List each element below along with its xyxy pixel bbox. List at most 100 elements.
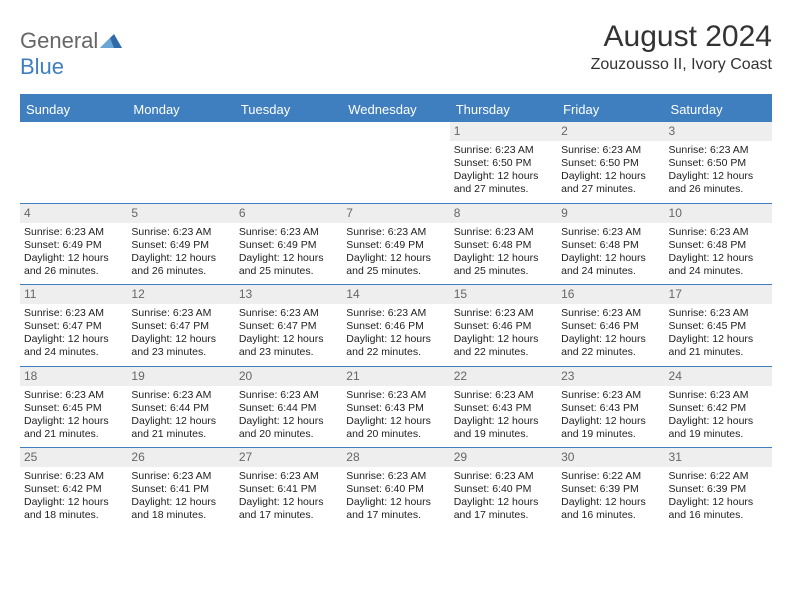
sunrise-text: Sunrise: 6:23 AM — [24, 307, 123, 320]
day-number: 5 — [127, 203, 234, 223]
daylight-text: Daylight: 12 hours and 22 minutes. — [346, 333, 445, 359]
sunset-text: Sunset: 6:42 PM — [24, 483, 123, 496]
day-cell: 4Sunrise: 6:23 AMSunset: 6:49 PMDaylight… — [20, 203, 127, 285]
day-cell — [20, 122, 127, 203]
daylight-text: Daylight: 12 hours and 26 minutes. — [131, 252, 230, 278]
sunrise-text: Sunrise: 6:23 AM — [239, 226, 338, 239]
day-number: 13 — [235, 284, 342, 304]
header: General Blue August 2024 Zouzousso II, I… — [20, 20, 772, 80]
brand-general: General — [20, 28, 98, 53]
sunrise-text: Sunrise: 6:23 AM — [454, 307, 553, 320]
daylight-text: Daylight: 12 hours and 17 minutes. — [239, 496, 338, 522]
day-cell: 3Sunrise: 6:23 AMSunset: 6:50 PMDaylight… — [665, 122, 772, 203]
day-number: 10 — [665, 203, 772, 223]
day-cell: 16Sunrise: 6:23 AMSunset: 6:46 PMDayligh… — [557, 284, 664, 366]
day-number: 23 — [557, 366, 664, 386]
sunset-text: Sunset: 6:48 PM — [454, 239, 553, 252]
daylight-text: Daylight: 12 hours and 19 minutes. — [669, 415, 768, 441]
sunrise-text: Sunrise: 6:23 AM — [454, 144, 553, 157]
day-cell: 20Sunrise: 6:23 AMSunset: 6:44 PMDayligh… — [235, 366, 342, 448]
day-number: 25 — [20, 447, 127, 467]
sunset-text: Sunset: 6:45 PM — [669, 320, 768, 333]
brand-blue: Blue — [20, 54, 64, 79]
day-number: 20 — [235, 366, 342, 386]
daylight-text: Daylight: 12 hours and 23 minutes. — [131, 333, 230, 359]
week-row: 25Sunrise: 6:23 AMSunset: 6:42 PMDayligh… — [20, 447, 772, 529]
day-cell: 26Sunrise: 6:23 AMSunset: 6:41 PMDayligh… — [127, 447, 234, 529]
day-number: 31 — [665, 447, 772, 467]
day-cell: 21Sunrise: 6:23 AMSunset: 6:43 PMDayligh… — [342, 366, 449, 448]
sunset-text: Sunset: 6:44 PM — [131, 402, 230, 415]
daylight-text: Daylight: 12 hours and 22 minutes. — [454, 333, 553, 359]
sunrise-text: Sunrise: 6:23 AM — [131, 389, 230, 402]
day-cell: 5Sunrise: 6:23 AMSunset: 6:49 PMDaylight… — [127, 203, 234, 285]
sunset-text: Sunset: 6:46 PM — [454, 320, 553, 333]
day-number: 4 — [20, 203, 127, 223]
day-number: 30 — [557, 447, 664, 467]
sunset-text: Sunset: 6:43 PM — [454, 402, 553, 415]
sunset-text: Sunset: 6:43 PM — [561, 402, 660, 415]
sunrise-text: Sunrise: 6:23 AM — [24, 389, 123, 402]
sunrise-text: Sunrise: 6:23 AM — [669, 226, 768, 239]
day-cell: 6Sunrise: 6:23 AMSunset: 6:49 PMDaylight… — [235, 203, 342, 285]
day-cell: 2Sunrise: 6:23 AMSunset: 6:50 PMDaylight… — [557, 122, 664, 203]
week-row: 18Sunrise: 6:23 AMSunset: 6:45 PMDayligh… — [20, 366, 772, 448]
sunrise-text: Sunrise: 6:23 AM — [239, 470, 338, 483]
sunrise-text: Sunrise: 6:22 AM — [669, 470, 768, 483]
daylight-text: Daylight: 12 hours and 19 minutes. — [561, 415, 660, 441]
day-cell: 12Sunrise: 6:23 AMSunset: 6:47 PMDayligh… — [127, 284, 234, 366]
sunset-text: Sunset: 6:50 PM — [454, 157, 553, 170]
dow-saturday: Saturday — [665, 97, 772, 122]
dow-friday: Friday — [557, 97, 664, 122]
dow-thursday: Thursday — [450, 97, 557, 122]
sunset-text: Sunset: 6:43 PM — [346, 402, 445, 415]
day-cell: 8Sunrise: 6:23 AMSunset: 6:48 PMDaylight… — [450, 203, 557, 285]
daylight-text: Daylight: 12 hours and 19 minutes. — [454, 415, 553, 441]
dow-row: Sunday Monday Tuesday Wednesday Thursday… — [20, 97, 772, 122]
sunset-text: Sunset: 6:41 PM — [239, 483, 338, 496]
sunset-text: Sunset: 6:40 PM — [454, 483, 553, 496]
day-cell: 30Sunrise: 6:22 AMSunset: 6:39 PMDayligh… — [557, 447, 664, 529]
day-number: 16 — [557, 284, 664, 304]
sunrise-text: Sunrise: 6:23 AM — [561, 307, 660, 320]
sunset-text: Sunset: 6:39 PM — [669, 483, 768, 496]
sunset-text: Sunset: 6:46 PM — [561, 320, 660, 333]
brand-logo: General Blue — [20, 28, 122, 80]
daylight-text: Daylight: 12 hours and 24 minutes. — [669, 252, 768, 278]
sunset-text: Sunset: 6:47 PM — [24, 320, 123, 333]
sunrise-text: Sunrise: 6:23 AM — [131, 470, 230, 483]
daylight-text: Daylight: 12 hours and 24 minutes. — [24, 333, 123, 359]
day-number: 24 — [665, 366, 772, 386]
daylight-text: Daylight: 12 hours and 18 minutes. — [24, 496, 123, 522]
day-number: 28 — [342, 447, 449, 467]
week-row: 11Sunrise: 6:23 AMSunset: 6:47 PMDayligh… — [20, 284, 772, 366]
day-cell: 17Sunrise: 6:23 AMSunset: 6:45 PMDayligh… — [665, 284, 772, 366]
sunset-text: Sunset: 6:41 PM — [131, 483, 230, 496]
sunrise-text: Sunrise: 6:23 AM — [669, 389, 768, 402]
dow-sunday: Sunday — [20, 97, 127, 122]
day-number: 18 — [20, 366, 127, 386]
day-cell: 10Sunrise: 6:23 AMSunset: 6:48 PMDayligh… — [665, 203, 772, 285]
day-number: 11 — [20, 284, 127, 304]
day-number: 27 — [235, 447, 342, 467]
sunset-text: Sunset: 6:47 PM — [239, 320, 338, 333]
sunrise-text: Sunrise: 6:23 AM — [561, 144, 660, 157]
day-cell: 29Sunrise: 6:23 AMSunset: 6:40 PMDayligh… — [450, 447, 557, 529]
dow-monday: Monday — [127, 97, 234, 122]
daylight-text: Daylight: 12 hours and 27 minutes. — [561, 170, 660, 196]
daylight-text: Daylight: 12 hours and 21 minutes. — [24, 415, 123, 441]
sunset-text: Sunset: 6:45 PM — [24, 402, 123, 415]
daylight-text: Daylight: 12 hours and 24 minutes. — [561, 252, 660, 278]
sunset-text: Sunset: 6:40 PM — [346, 483, 445, 496]
day-number: 9 — [557, 203, 664, 223]
daylight-text: Daylight: 12 hours and 23 minutes. — [239, 333, 338, 359]
daylight-text: Daylight: 12 hours and 20 minutes. — [346, 415, 445, 441]
logo-mark-icon — [100, 32, 122, 48]
sunset-text: Sunset: 6:46 PM — [346, 320, 445, 333]
day-cell: 1Sunrise: 6:23 AMSunset: 6:50 PMDaylight… — [450, 122, 557, 203]
location: Zouzousso II, Ivory Coast — [591, 56, 772, 74]
week-row: 1Sunrise: 6:23 AMSunset: 6:50 PMDaylight… — [20, 122, 772, 203]
day-cell: 23Sunrise: 6:23 AMSunset: 6:43 PMDayligh… — [557, 366, 664, 448]
day-cell: 13Sunrise: 6:23 AMSunset: 6:47 PMDayligh… — [235, 284, 342, 366]
sunset-text: Sunset: 6:44 PM — [239, 402, 338, 415]
